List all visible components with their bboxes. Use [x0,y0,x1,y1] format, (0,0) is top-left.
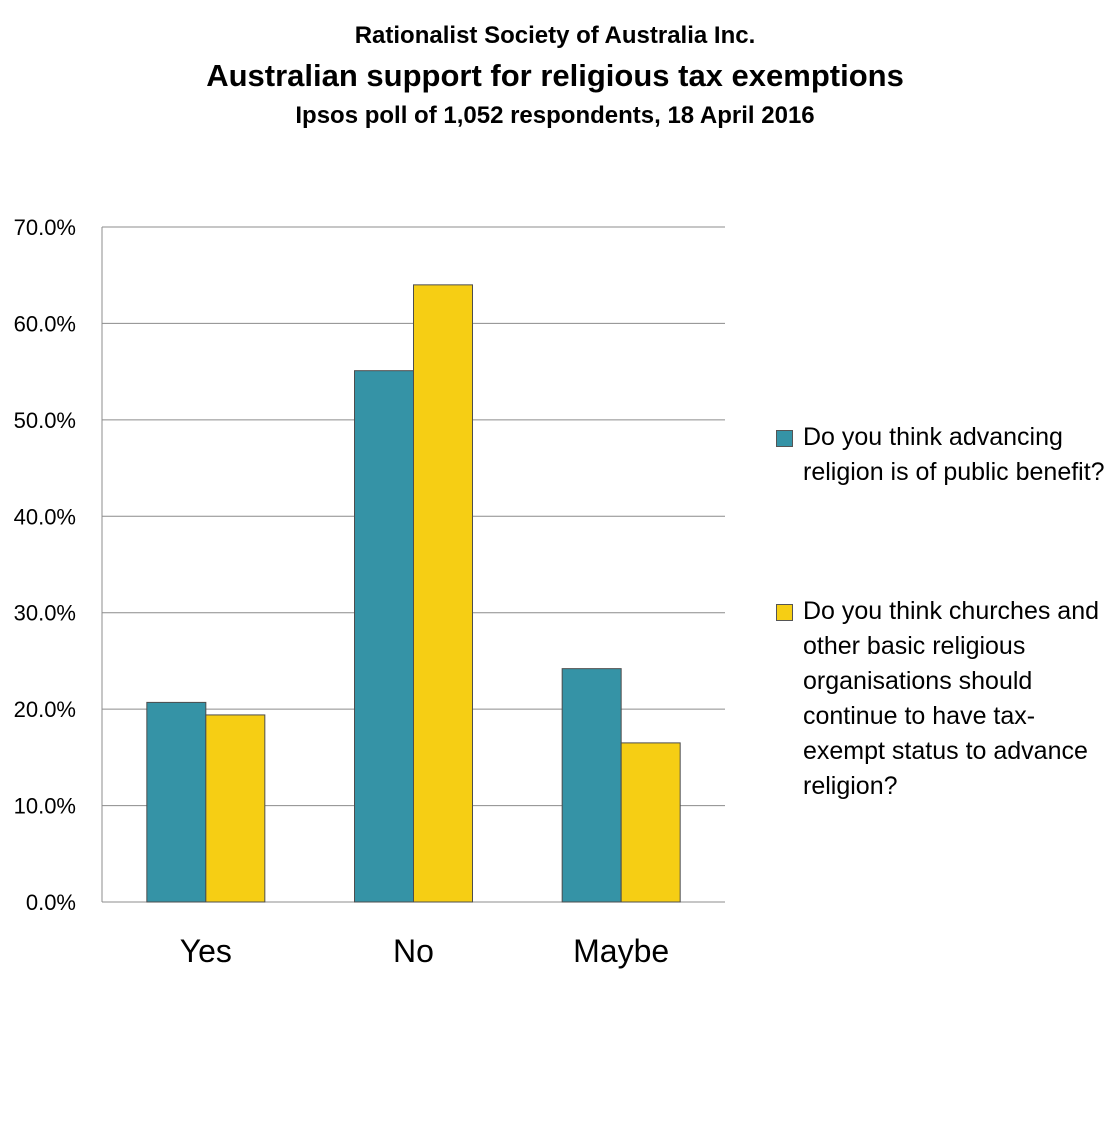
y-tick-label: 40.0% [14,504,76,529]
legend-label-series-2: Do you think churches and other basic re… [803,597,1100,800]
y-tick-label: 30.0% [14,601,76,626]
legend-label-series-1: Do you think advancing religion is of pu… [803,423,1105,486]
y-tick-label: 0.0% [26,890,76,915]
bar-yes-series-1 [146,701,207,903]
y-tick-label: 50.0% [14,408,76,433]
chart-subtitle: Ipsos poll of 1,052 respondents, 18 Apri… [295,102,815,129]
x-tick-label: Maybe [573,933,669,969]
bar-maybe-series-2 [620,742,681,903]
organisation-title: Rationalist Society of Australia Inc. [354,22,756,49]
bar-no-series-2 [413,284,473,903]
bar-maybe-series-1 [561,668,622,903]
legend-item-series-1: Do you think advancing religion is of pu… [776,420,1106,490]
y-tick-label: 20.0% [14,697,76,722]
chart-title: Australian support for religious tax exe… [206,58,904,93]
y-tick-label: 70.0% [14,215,76,240]
x-tick-label: Yes [180,933,232,969]
y-tick-label: 10.0% [14,794,76,819]
x-tick-label: No [393,933,434,969]
y-tick-label: 60.0% [14,311,76,336]
bar-no-series-1 [354,370,414,903]
chart-header: Rationalist Society of Australia Inc. Au… [0,18,1110,134]
legend-item-series-2: Do you think churches and other basic re… [776,594,1106,804]
legend-swatch-series-2 [776,604,793,621]
bar-yes-series-2 [205,714,266,903]
legend-swatch-series-1 [776,430,793,447]
chart-legend: Do you think advancing religion is of pu… [776,420,1106,804]
